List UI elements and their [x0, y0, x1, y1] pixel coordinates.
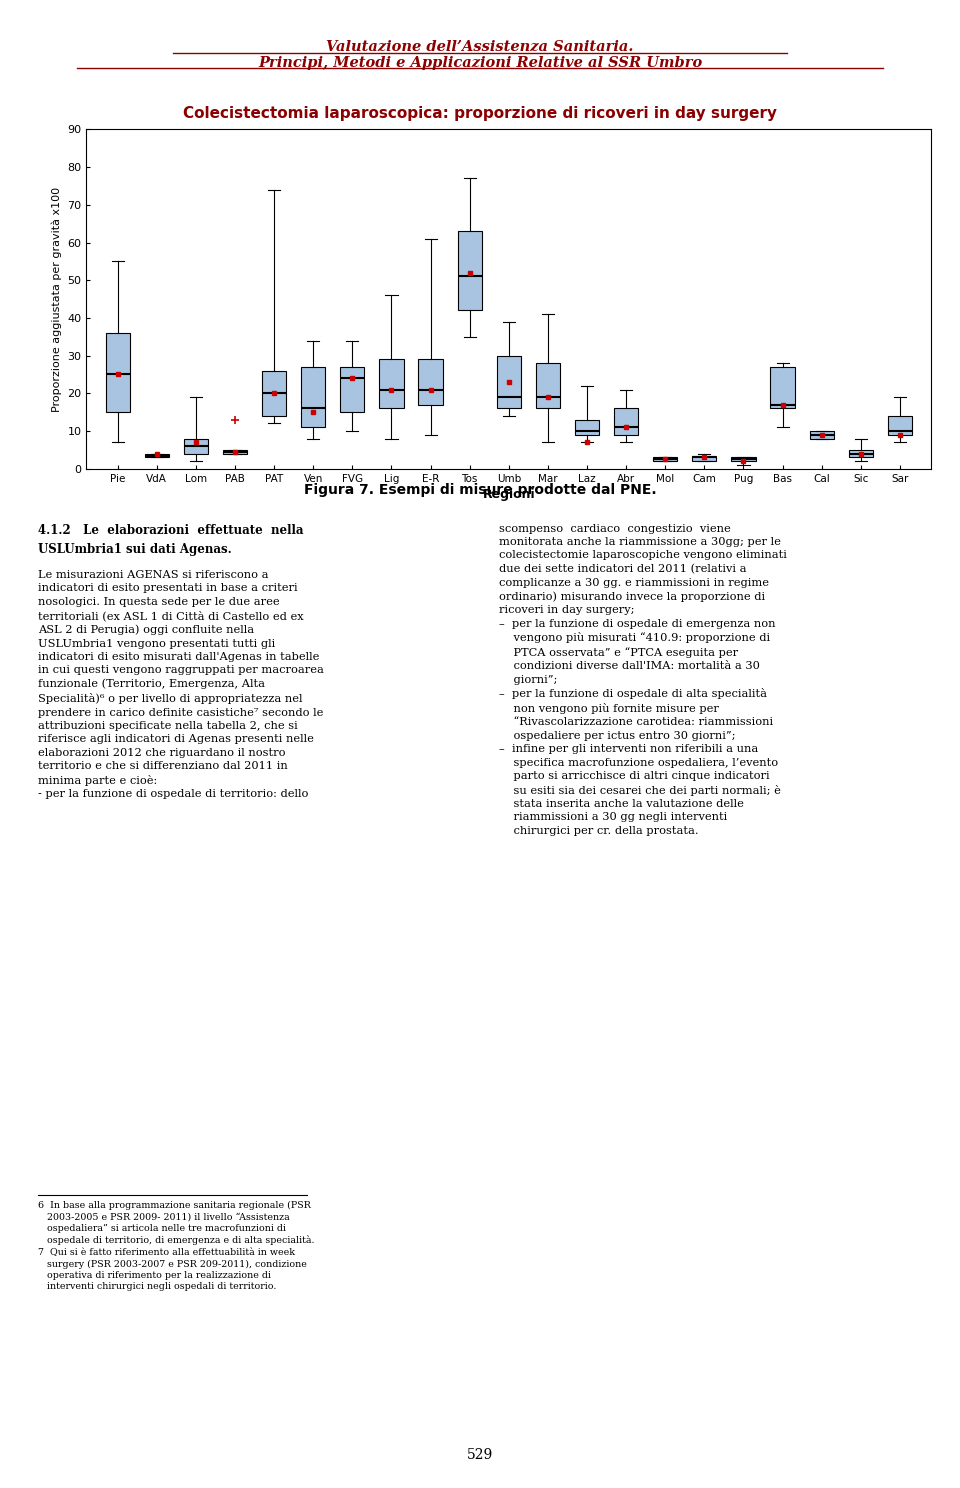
PathPatch shape [183, 439, 208, 454]
PathPatch shape [145, 454, 169, 457]
PathPatch shape [262, 371, 286, 417]
PathPatch shape [653, 457, 678, 461]
PathPatch shape [379, 360, 403, 408]
PathPatch shape [732, 457, 756, 461]
Text: Figura 7. Esempi di misure prodotte dal PNE.: Figura 7. Esempi di misure prodotte dal … [303, 482, 657, 497]
Text: USLUmbria1 sui dati Agenas.: USLUmbria1 sui dati Agenas. [38, 543, 232, 557]
X-axis label: Regioni: Regioni [483, 488, 535, 501]
Text: 6  In base alla programmazione sanitaria regionale (PSR
   2003-2005 e PSR 2009-: 6 In base alla programmazione sanitaria … [38, 1201, 315, 1292]
Text: Principi, Metodi e Applicazioni Relative al SSR Umbro: Principi, Metodi e Applicazioni Relative… [258, 57, 702, 70]
PathPatch shape [575, 420, 599, 434]
Text: 4.1.2   Le  elaborazioni  effettuate  nella: 4.1.2 Le elaborazioni effettuate nella [38, 524, 304, 537]
Text: scompenso  cardiaco  congestizio  viene
monitorata anche la riammissione a 30gg;: scompenso cardiaco congestizio viene mon… [499, 524, 787, 836]
Text: Valutazione dell’Assistenza Sanitaria.: Valutazione dell’Assistenza Sanitaria. [326, 40, 634, 54]
Y-axis label: Proporzione aggiustata per gravità x100: Proporzione aggiustata per gravità x100 [51, 186, 61, 412]
Text: Colecistectomia laparoscopica: proporzione di ricoveri in day surgery: Colecistectomia laparoscopica: proporzio… [183, 106, 777, 122]
PathPatch shape [888, 417, 912, 434]
PathPatch shape [496, 356, 521, 408]
PathPatch shape [771, 368, 795, 408]
Text: 529: 529 [467, 1448, 493, 1463]
PathPatch shape [692, 455, 716, 461]
PathPatch shape [419, 360, 443, 405]
PathPatch shape [106, 333, 130, 412]
PathPatch shape [614, 408, 638, 434]
PathPatch shape [223, 449, 247, 454]
PathPatch shape [536, 363, 560, 408]
PathPatch shape [301, 368, 325, 427]
PathPatch shape [458, 231, 482, 311]
PathPatch shape [809, 432, 834, 439]
PathPatch shape [849, 449, 873, 457]
PathPatch shape [340, 368, 365, 412]
Text: Le misurazioni AGENAS si riferiscono a
indicatori di esito presentati in base a : Le misurazioni AGENAS si riferiscono a i… [38, 570, 324, 799]
